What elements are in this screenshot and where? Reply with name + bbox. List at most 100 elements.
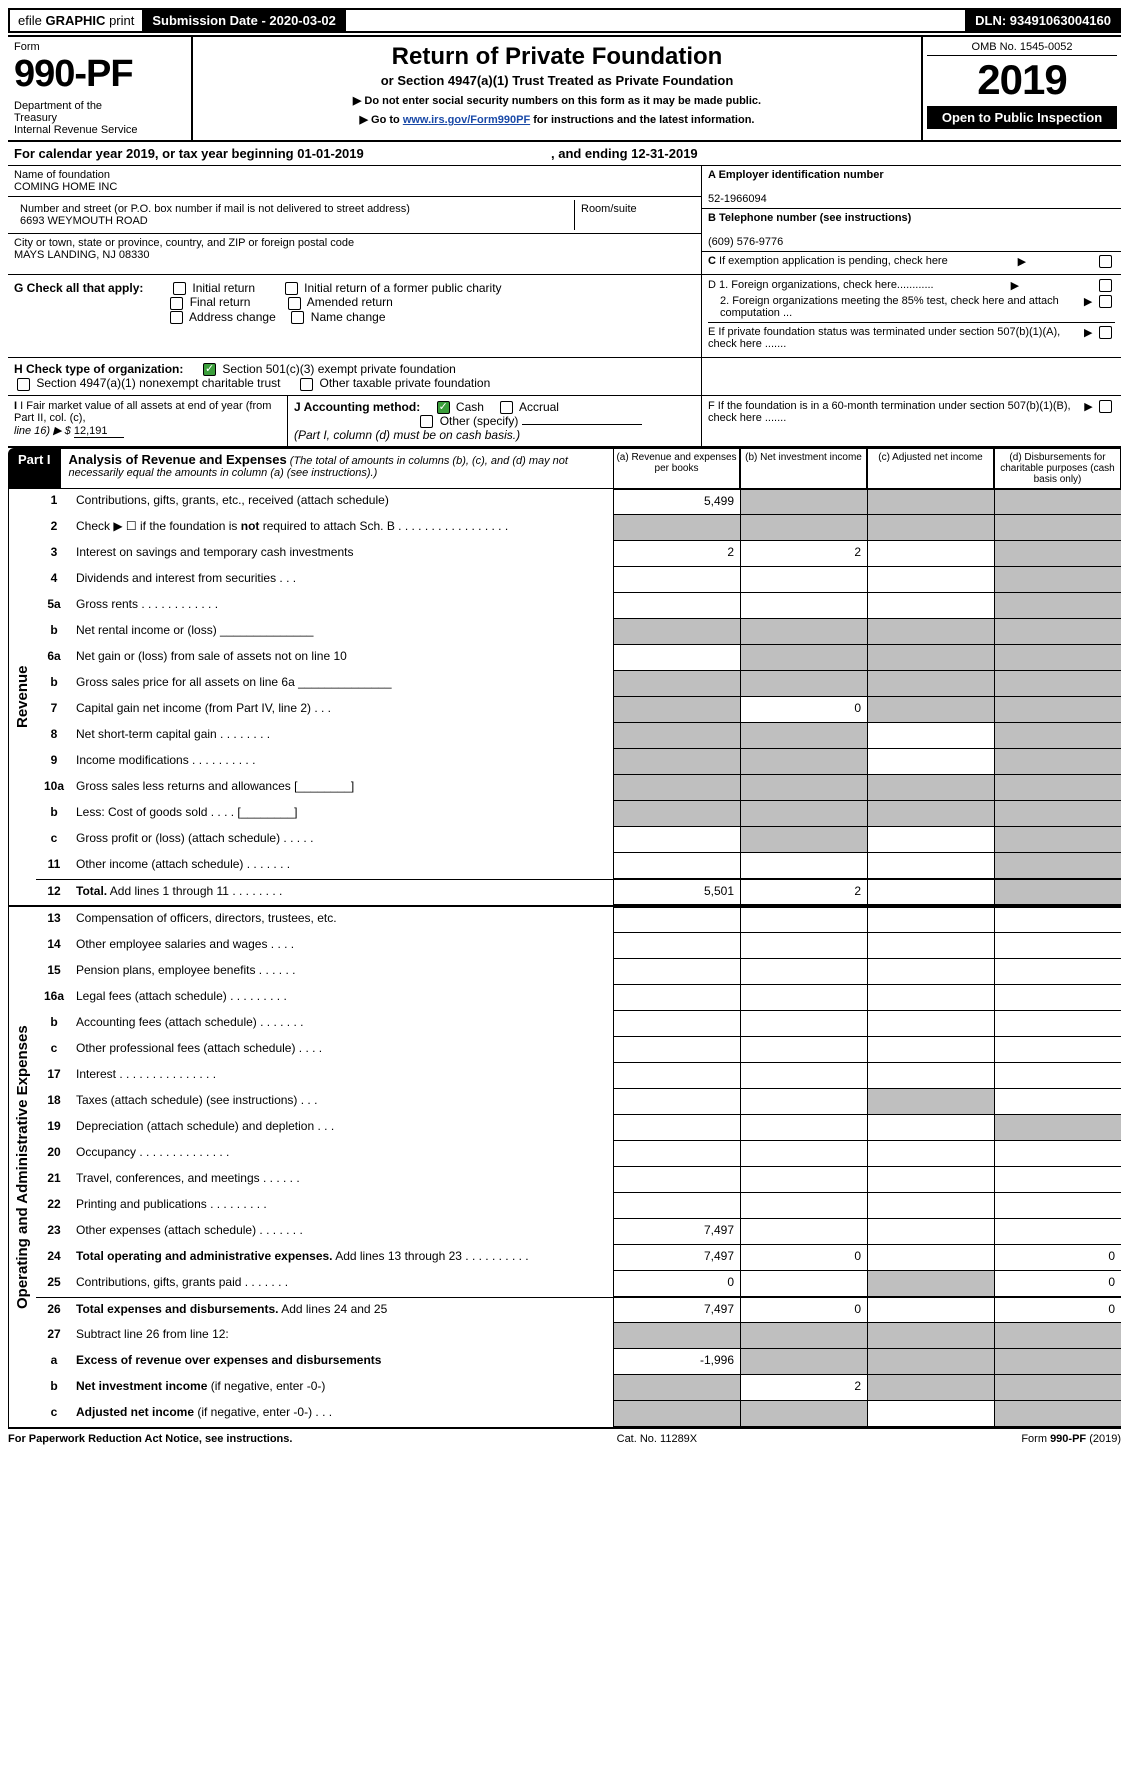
cell-a <box>613 1011 740 1037</box>
cell-d <box>994 853 1121 879</box>
footer-right: Form 990-PF (2019) <box>1021 1433 1121 1445</box>
table-row: cOther professional fees (attach schedul… <box>36 1037 1121 1063</box>
row-number: 21 <box>36 1167 72 1193</box>
table-row: 6aNet gain or (loss) from sale of assets… <box>36 645 1121 671</box>
cell-a <box>613 593 740 619</box>
chk-name-change[interactable] <box>291 311 304 324</box>
cell-b <box>740 1037 867 1063</box>
cell-c <box>867 1298 994 1323</box>
row-label: Capital gain net income (from Part IV, l… <box>72 697 613 723</box>
cell-d <box>994 697 1121 723</box>
table-row: 26Total expenses and disbursements. Add … <box>36 1297 1121 1323</box>
cell-d <box>994 1401 1121 1427</box>
e-label: E If private foundation status was termi… <box>708 326 1081 350</box>
cell-b <box>740 959 867 985</box>
cell-b <box>740 1323 867 1349</box>
chk-other-method[interactable] <box>420 415 433 428</box>
chk-final[interactable] <box>170 297 183 310</box>
cell-b: 2 <box>740 541 867 567</box>
chk-4947[interactable] <box>17 378 30 391</box>
lbl-cash: Cash <box>456 400 484 414</box>
chk-amended[interactable] <box>288 297 301 310</box>
cell-d <box>994 880 1121 905</box>
g-label: G Check all that apply: <box>14 281 143 295</box>
cell-c <box>867 1063 994 1089</box>
cell-a <box>613 515 740 541</box>
row-number: c <box>36 827 72 853</box>
row-number: c <box>36 1037 72 1063</box>
calendar-year-row: For calendar year 2019, or tax year begi… <box>8 142 1121 166</box>
note2-prefix: ▶ Go to <box>360 114 403 126</box>
cell-a <box>613 723 740 749</box>
row-number: b <box>36 1011 72 1037</box>
f-checkbox[interactable] <box>1099 400 1112 413</box>
row-label: Dividends and interest from securities .… <box>72 567 613 593</box>
table-row: cAdjusted net income (if negative, enter… <box>36 1401 1121 1427</box>
row-number: 25 <box>36 1271 72 1297</box>
chk-accrual[interactable] <box>500 401 513 414</box>
table-row: 13Compensation of officers, directors, t… <box>36 907 1121 933</box>
cell-c <box>867 645 994 671</box>
table-row: 14Other employee salaries and wages . . … <box>36 933 1121 959</box>
foundation-name-row: Name of foundation COMING HOME INC <box>8 166 701 197</box>
chk-initial[interactable] <box>173 282 186 295</box>
other-method-field[interactable] <box>522 424 642 425</box>
cell-a: 5,499 <box>613 489 740 515</box>
address-row: Number and street (or P.O. box number if… <box>8 197 701 234</box>
table-row: bGross sales price for all assets on lin… <box>36 671 1121 697</box>
efile-button[interactable]: efile GRAPHIC print <box>10 10 144 31</box>
name-right: A Employer identification number 52-1966… <box>701 166 1121 274</box>
cell-d <box>994 801 1121 827</box>
row-label: Legal fees (attach schedule) . . . . . .… <box>72 985 613 1011</box>
table-row: 2Check ▶ ☐ if the foundation is not requ… <box>36 515 1121 541</box>
cell-b <box>740 1141 867 1167</box>
cell-b <box>740 801 867 827</box>
cell-d <box>994 1063 1121 1089</box>
table-row: 3Interest on savings and temporary cash … <box>36 541 1121 567</box>
cell-b <box>740 933 867 959</box>
lbl-initial-former: Initial return of a former public charit… <box>304 281 501 295</box>
lbl-other-taxable: Other taxable private foundation <box>320 376 491 390</box>
cell-c <box>867 723 994 749</box>
cell-d: 0 <box>994 1271 1121 1297</box>
cal-end: 12-31-2019 <box>631 146 698 161</box>
chk-other-taxable[interactable] <box>300 378 313 391</box>
cell-d <box>994 1167 1121 1193</box>
cell-a <box>613 645 740 671</box>
row-label: Taxes (attach schedule) (see instruction… <box>72 1089 613 1115</box>
name-value: COMING HOME INC <box>14 181 117 193</box>
chk-cash[interactable] <box>437 401 450 414</box>
d1-checkbox[interactable] <box>1099 279 1112 292</box>
form-note1: ▶ Do not enter social security numbers o… <box>203 94 911 107</box>
table-row: 9Income modifications . . . . . . . . . … <box>36 749 1121 775</box>
d2-checkbox[interactable] <box>1099 295 1112 308</box>
row-label: Excess of revenue over expenses and disb… <box>72 1349 613 1375</box>
cell-b <box>740 1271 867 1297</box>
cell-a <box>613 749 740 775</box>
cell-d <box>994 907 1121 933</box>
chk-initial-former[interactable] <box>285 282 298 295</box>
lbl-4947: Section 4947(a)(1) nonexempt charitable … <box>36 376 280 390</box>
cell-c <box>867 1323 994 1349</box>
cell-a <box>613 1141 740 1167</box>
c-checkbox[interactable] <box>1099 255 1112 268</box>
row-label: Total expenses and disbursements. Add li… <box>72 1298 613 1323</box>
row-label: Net investment income (if negative, ente… <box>72 1375 613 1401</box>
row-label: Travel, conferences, and meetings . . . … <box>72 1167 613 1193</box>
chk-501c3[interactable] <box>203 363 216 376</box>
chk-addr-change[interactable] <box>170 311 183 324</box>
row-number: 1 <box>36 489 72 515</box>
cell-a <box>613 775 740 801</box>
row-number: a <box>36 1349 72 1375</box>
cell-b <box>740 907 867 933</box>
irs-link[interactable]: www.irs.gov/Form990PF <box>403 114 530 126</box>
table-row: 16aLegal fees (attach schedule) . . . . … <box>36 985 1121 1011</box>
col-c-head: (c) Adjusted net income <box>867 448 994 489</box>
cell-c <box>867 671 994 697</box>
row-number: c <box>36 1401 72 1427</box>
e-checkbox[interactable] <box>1099 326 1112 339</box>
cell-a <box>613 1193 740 1219</box>
cell-a <box>613 801 740 827</box>
efile-bold: GRAPHIC <box>45 13 105 28</box>
c-label: If exemption application is pending, che… <box>719 255 948 267</box>
